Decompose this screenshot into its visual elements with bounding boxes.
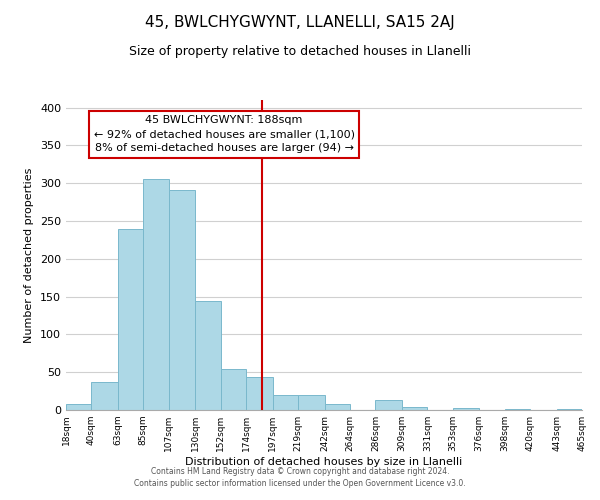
X-axis label: Distribution of detached houses by size in Llanelli: Distribution of detached houses by size …: [185, 457, 463, 467]
Text: 45 BWLCHYGWYNT: 188sqm
← 92% of detached houses are smaller (1,100)
8% of semi-d: 45 BWLCHYGWYNT: 188sqm ← 92% of detached…: [94, 115, 355, 153]
Bar: [376, 400, 402, 410]
Bar: [557, 409, 582, 410]
Bar: [246, 378, 272, 410]
Bar: [221, 369, 246, 410]
Bar: [325, 404, 350, 410]
Text: Size of property relative to detached houses in Llanelli: Size of property relative to detached ho…: [129, 45, 471, 58]
Bar: [402, 407, 427, 410]
Text: 45, BWLCHYGWYNT, LLANELLI, SA15 2AJ: 45, BWLCHYGWYNT, LLANELLI, SA15 2AJ: [145, 15, 455, 30]
Bar: [272, 395, 298, 410]
Text: Contains HM Land Registry data © Crown copyright and database right 2024.
Contai: Contains HM Land Registry data © Crown c…: [134, 466, 466, 487]
Bar: [298, 395, 325, 410]
Bar: [195, 301, 221, 410]
Bar: [66, 404, 91, 410]
Bar: [91, 382, 118, 410]
Bar: [118, 228, 143, 410]
Bar: [169, 190, 195, 410]
Bar: [453, 408, 479, 410]
Y-axis label: Number of detached properties: Number of detached properties: [25, 168, 34, 342]
Bar: [143, 180, 169, 410]
Bar: [505, 409, 530, 410]
